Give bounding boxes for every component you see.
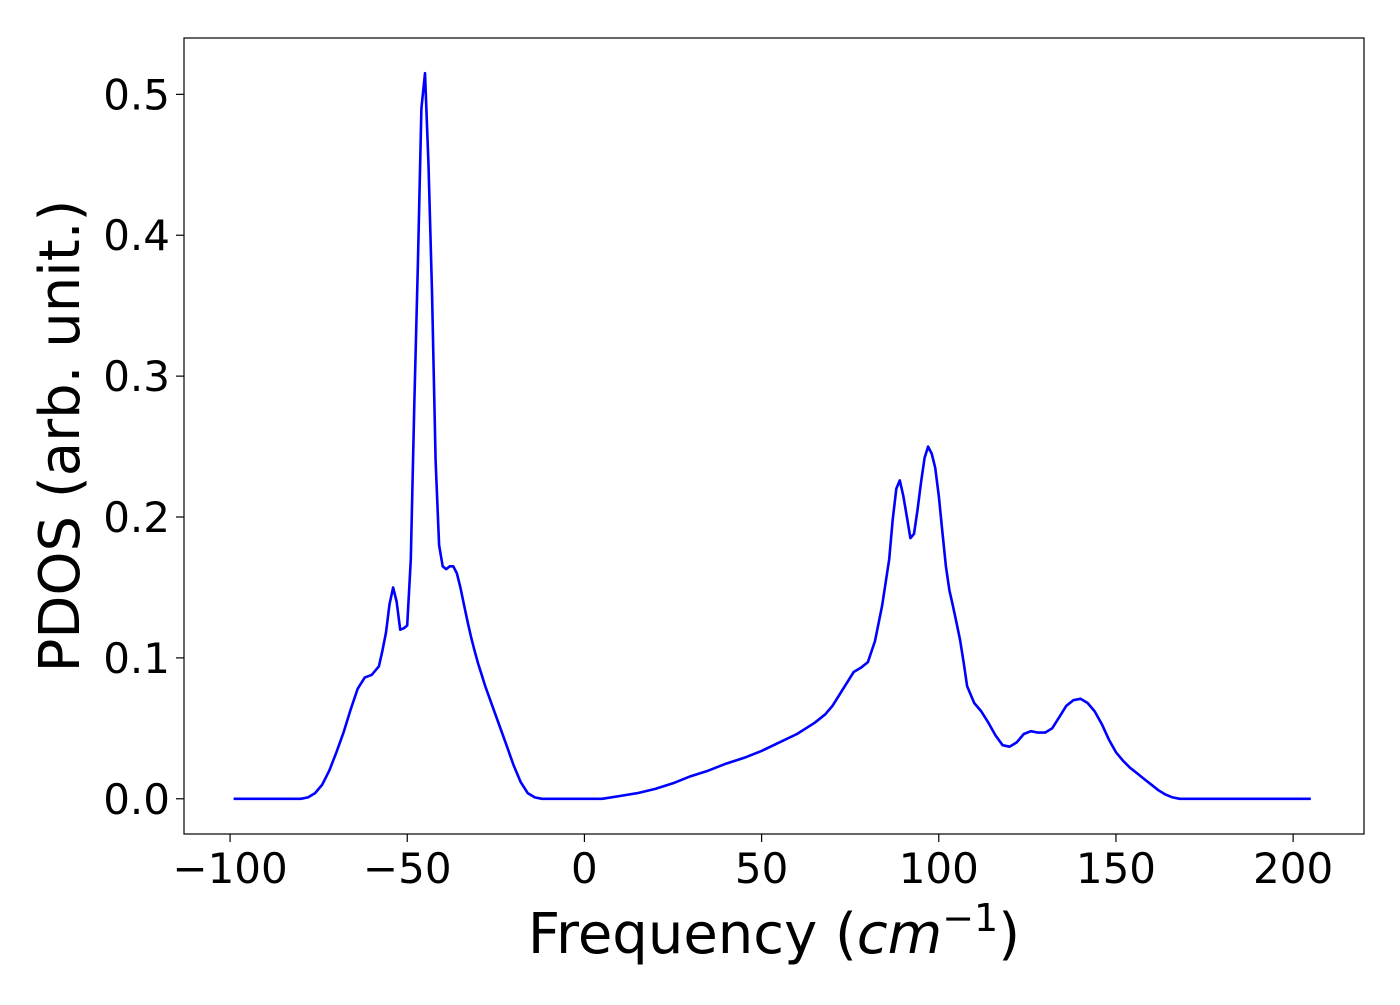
- x-tick-label: −50: [363, 844, 452, 893]
- y-tick-label: 0.1: [103, 634, 170, 683]
- y-tick-label: 0.5: [103, 70, 170, 119]
- tick-layer: −100 −50 0 50 100 150 200 0.0 0.1 0.2 0.3 0.4 0.5: [103, 70, 1333, 893]
- x-tick-label: 200: [1253, 844, 1333, 893]
- x-axis-label: Frequency (cm−1): [528, 896, 1020, 967]
- x-tick-label: 0: [571, 844, 598, 893]
- y-tick-label: 0.4: [103, 211, 170, 260]
- plot-layer: [233, 71, 1311, 801]
- x-tick-label: 150: [1076, 844, 1156, 893]
- x-axis-label-close-paren: ): [998, 902, 1020, 967]
- x-tick-label: −100: [172, 844, 287, 893]
- y-axis-label: PDOS (arb. unit.): [28, 200, 93, 673]
- x-tick-label: 50: [735, 844, 788, 893]
- x-tick-label: 100: [899, 844, 979, 893]
- series-line-0: [233, 71, 1311, 801]
- y-tick-label: 0.3: [103, 352, 170, 401]
- x-axis-label-unit: cm: [857, 902, 942, 967]
- x-axis-label-unit-exponent: −1: [942, 896, 998, 940]
- axes-frame: [183, 37, 1365, 835]
- y-tick-label: 0.0: [103, 775, 170, 824]
- y-tick-label: 0.2: [103, 493, 170, 542]
- x-axis-label-open-paren: (: [817, 902, 857, 967]
- x-axis-label-text: Frequency: [528, 902, 817, 967]
